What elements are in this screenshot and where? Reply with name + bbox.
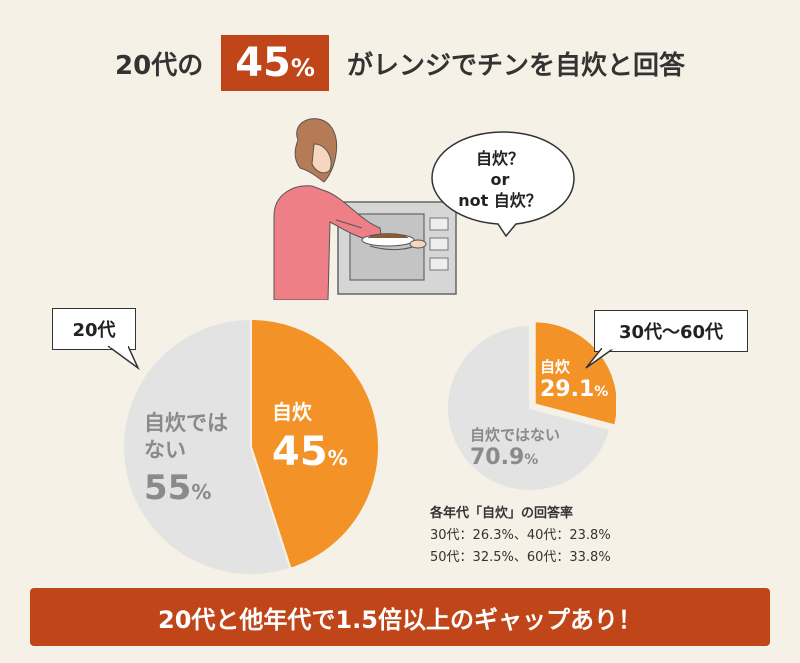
conclusion-banner: 20代と他年代で1.5倍以上のギャップあり！ [30, 588, 770, 646]
headline-suffix: がレンジでチンを自炊と回答 [346, 50, 685, 81]
pie-20s-other-label: 自炊ではない 55% [144, 410, 240, 508]
microwave-illustration [273, 118, 457, 300]
age-tag-20s-label: 20代 [72, 320, 116, 341]
pie-chart-20s [122, 317, 380, 576]
bubble-line-2: or [490, 170, 510, 189]
pie-20s-other-value: 55% [144, 468, 212, 508]
pie-30s-60s-jisui-name: 自炊 [540, 358, 571, 376]
pie-20s-slice-other [122, 317, 292, 576]
pie-30s-60s-jisui-value: 29.1% [540, 377, 609, 402]
bubble-line-3: not 自炊？ [458, 191, 542, 210]
pie-20s-jisui-name: 自炊 [272, 400, 312, 424]
pie-20s-slice-jisui [250, 317, 380, 570]
age-rates-heading: 各年代「自炊」の回答率 [430, 506, 574, 521]
pie-20s-jisui-value: 45% [272, 429, 348, 475]
speech-bubble-text: 自炊？ or not 自炊？ [440, 148, 560, 211]
speech-bubble [431, 131, 575, 238]
pie-30s-60s-slice-other [446, 323, 612, 492]
age-rates-note: 各年代「自炊」の回答率 30代：26.3%、40代：23.8% 50代：32.5… [430, 503, 611, 569]
age-tag-30s-60s-label: 30代〜60代 [618, 322, 724, 343]
age-tag-20s-pointer [107, 346, 140, 371]
age-rates-line-2: 50代：32.5%、60代：33.8% [430, 550, 611, 565]
age-tag-20s: 20代 [52, 308, 136, 350]
age-rates-line-1: 30代：26.3%、40代：23.8% [430, 528, 611, 543]
pie-20s-jisui-label: 自炊 45% [272, 396, 348, 475]
headline: 20代の 45 % がレンジでチンを自炊と回答 [0, 28, 800, 98]
conclusion-text: 20代と他年代で1.5倍以上のギャップあり！ [158, 605, 642, 634]
pie-30s-60s-other-name: 自炊ではない [470, 426, 561, 444]
pie-30s-60s-jisui-label: 自炊 29.1% [540, 356, 608, 402]
pie-30s-60s-other-label: 自炊ではない 70.9% [470, 424, 560, 470]
pie-20s-other-name: 自炊ではない [144, 411, 228, 462]
age-tag-30s-60s: 30代〜60代 [594, 310, 748, 352]
woman-icon [273, 118, 427, 300]
headline-highlight: 45 % [221, 35, 329, 91]
headline-highlight-value: 45 [235, 40, 291, 86]
age-tag-30s-60s-pointer [585, 348, 615, 369]
headline-highlight-unit: % [290, 54, 315, 82]
bubble-line-1: 自炊？ [475, 149, 524, 168]
headline-prefix: 20代の [115, 50, 204, 81]
pie-30s-60s-other-value: 70.9% [470, 445, 539, 470]
